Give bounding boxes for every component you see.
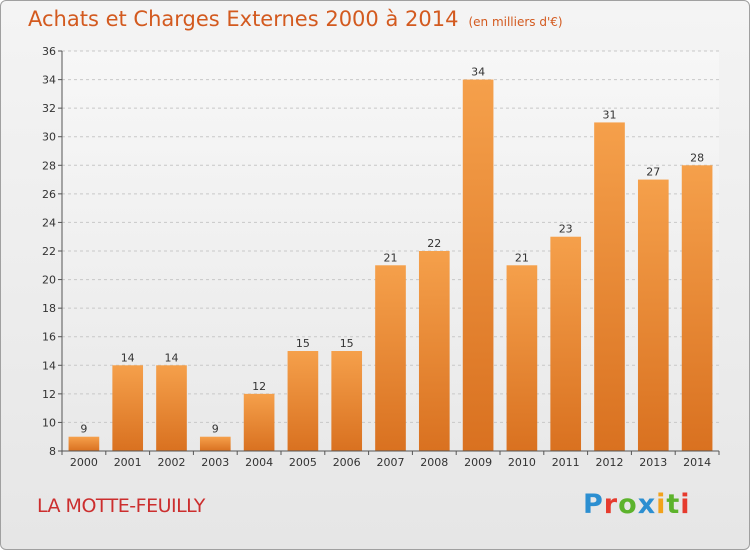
- x-tick-label: 2006: [333, 456, 361, 469]
- chart-title-text: Achats et Charges Externes 2000 à 2014: [28, 7, 459, 31]
- x-tick-label: 2009: [464, 456, 492, 469]
- bar-value-label: 21: [515, 251, 529, 264]
- logo-letter: i: [656, 489, 667, 520]
- chart-subtitle: (en milliers d'€): [468, 15, 563, 29]
- logo-letter: o: [618, 489, 638, 520]
- bar: [243, 393, 275, 451]
- x-tick-label: 2010: [508, 456, 536, 469]
- y-tick-label: 30: [42, 131, 56, 144]
- y-tick-label: 28: [42, 159, 56, 172]
- bar: [637, 179, 669, 452]
- y-tick-label: 12: [42, 388, 56, 401]
- y-tick-label: 24: [42, 216, 56, 229]
- bar: [462, 79, 494, 452]
- logo-letter: P: [583, 489, 604, 520]
- y-tick-label: 14: [42, 359, 56, 372]
- bar: [287, 351, 319, 451]
- bar-value-label: 15: [296, 337, 310, 350]
- bar: [112, 365, 144, 451]
- bar: [550, 236, 582, 451]
- y-tick-label: 22: [42, 245, 56, 258]
- y-tick-label: 10: [42, 416, 56, 429]
- x-tick-label: 2002: [158, 456, 186, 469]
- proxiti-logo: Proxiti: [583, 489, 691, 520]
- x-tick-label: 2005: [289, 456, 317, 469]
- y-tick-label: 8: [49, 445, 56, 458]
- x-tick-label: 2014: [683, 456, 711, 469]
- bar: [331, 351, 363, 451]
- y-tick-label: 18: [42, 302, 56, 315]
- logo-letter: x: [637, 489, 657, 520]
- bar-value-label: 12: [252, 380, 266, 393]
- bar: [594, 122, 625, 451]
- y-tick-label: 16: [42, 331, 56, 344]
- bar: [375, 265, 406, 451]
- x-tick-label: 2012: [596, 456, 624, 469]
- x-tick-label: 2004: [245, 456, 273, 469]
- x-tick-label: 2013: [639, 456, 667, 469]
- bar-value-label: 31: [603, 108, 617, 121]
- x-tick-label: 2007: [377, 456, 405, 469]
- bar: [506, 265, 538, 451]
- y-axis: 8 10 12 14 16 18 20 22 24 26 28 30 32 34 36: [42, 45, 63, 458]
- bar-value-label: 34: [471, 66, 485, 79]
- bar-value-label: 21: [384, 251, 398, 264]
- x-axis: 2000 2001 2002 2003 2004 2005 2006 2007 2008 2009…: [61, 450, 720, 469]
- x-tick-label: 2008: [420, 456, 448, 469]
- logo-letter: r: [603, 489, 619, 520]
- chart-title: Achats et Charges Externes 2000 à 2014 (e…: [28, 7, 563, 31]
- bar: [418, 251, 450, 451]
- bar-value-label: 28: [690, 151, 704, 164]
- bar-value-label: 9: [80, 423, 87, 436]
- x-tick-label: 2001: [114, 456, 142, 469]
- bar: [156, 365, 187, 451]
- bars: 9 14 14 9 12 15 15 21 22 34 21 23 31 27 28: [68, 66, 713, 452]
- bar: [199, 436, 231, 451]
- y-tick-label: 34: [42, 74, 56, 87]
- bar-value-label: 9: [212, 423, 219, 436]
- bar-value-label: 15: [340, 337, 354, 350]
- y-tick-label: 36: [42, 45, 56, 58]
- y-tick-label: 26: [42, 188, 56, 201]
- y-tick-label: 32: [42, 102, 56, 115]
- x-tick-label: 2003: [201, 456, 229, 469]
- bar-value-label: 14: [165, 351, 179, 364]
- x-tick-label: 2011: [552, 456, 580, 469]
- logo-letter: t: [666, 489, 681, 520]
- bar-value-label: 22: [427, 237, 441, 250]
- y-tick-label: 20: [42, 274, 56, 287]
- x-tick-label: 2000: [70, 456, 98, 469]
- bar-value-label: 23: [559, 223, 573, 236]
- bar: [681, 165, 713, 452]
- bar-value-label: 14: [121, 351, 135, 364]
- commune-name: LA MOTTE-FEUILLY: [37, 495, 205, 517]
- logo-letter: i: [680, 489, 691, 520]
- bar: [68, 436, 100, 451]
- bar-value-label: 27: [646, 166, 660, 179]
